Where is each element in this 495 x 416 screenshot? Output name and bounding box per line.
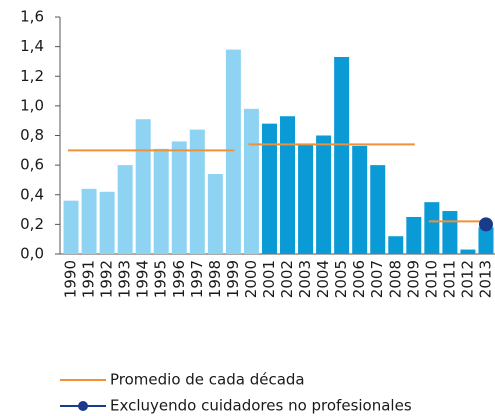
legend-label: Excluyendo cuidadores no profesionales [110, 397, 412, 415]
x-tick-label: 2011 [440, 260, 458, 298]
bar [298, 144, 314, 254]
y-tick-label: 1,4 [20, 37, 44, 55]
x-tick-label: 2004 [314, 260, 332, 298]
bar [424, 202, 440, 254]
marker [478, 217, 493, 232]
bar [225, 49, 241, 255]
x-tick-label: 1992 [98, 260, 116, 298]
x-tick-label: 2002 [278, 260, 296, 298]
bar [207, 174, 223, 254]
bar [442, 211, 458, 254]
bar [334, 56, 350, 255]
bar [135, 119, 151, 254]
x-tick-label: 1999 [224, 260, 242, 298]
bar [370, 165, 386, 254]
bar [388, 236, 404, 254]
bar [99, 191, 115, 254]
x-tick-label: 2007 [368, 260, 386, 298]
bar [153, 148, 169, 254]
bar [63, 200, 79, 254]
x-tick-label: 1991 [80, 260, 98, 298]
y-tick-label: 0,8 [20, 126, 44, 144]
bar [171, 141, 187, 254]
y-tick-label: 0,6 [20, 156, 44, 174]
bar [243, 108, 259, 255]
bar [81, 188, 97, 254]
y-tick-label: 0,2 [20, 215, 44, 233]
legend-label: Promedio de cada década [110, 371, 305, 389]
x-tick-label: 2001 [260, 260, 278, 298]
x-tick-label: 1990 [62, 260, 80, 298]
x-tick-label: 2013 [476, 260, 494, 298]
x-tick-label: 2003 [296, 260, 314, 298]
y-tick-label: 0,0 [20, 245, 44, 263]
bar [460, 249, 476, 254]
x-tick-label: 2005 [332, 260, 350, 298]
x-tick-label: 1996 [170, 260, 188, 298]
bar [189, 129, 205, 254]
y-tick-label: 0,4 [20, 185, 44, 203]
x-tick-label: 2009 [404, 260, 422, 298]
bar [478, 227, 494, 254]
bar [117, 165, 133, 254]
x-tick-label: 2006 [350, 260, 368, 298]
bar [406, 216, 422, 254]
x-tick-label: 1995 [152, 260, 170, 298]
x-tick-label: 1998 [206, 260, 224, 298]
bar [316, 135, 332, 254]
x-tick-label: 1994 [134, 260, 152, 298]
bar [352, 145, 368, 254]
bar [280, 116, 296, 255]
y-tick-label: 1,0 [20, 96, 44, 114]
x-tick-label: 1997 [188, 260, 206, 298]
legend-marker [78, 401, 88, 411]
bar [261, 123, 277, 255]
x-tick-label: 1993 [116, 260, 134, 298]
x-tick-label: 2012 [458, 260, 476, 298]
x-tick-label: 2000 [242, 260, 260, 298]
y-tick-label: 1,2 [20, 67, 44, 85]
x-tick-label: 2008 [386, 260, 404, 298]
x-tick-label: 2010 [422, 260, 440, 298]
y-tick-label: 1,6 [20, 8, 44, 26]
